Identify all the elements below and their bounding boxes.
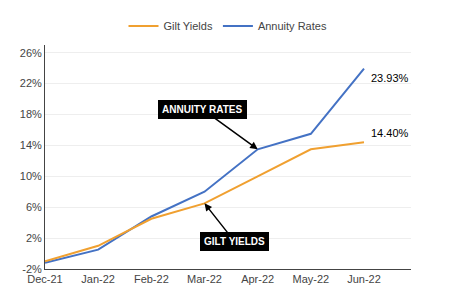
svg-text:-2%: -2% [22,263,42,275]
svg-text:6%: 6% [26,201,42,213]
svg-text:14%: 14% [20,139,42,151]
svg-text:26%: 26% [20,47,42,59]
svg-text:ANNUITY RATES: ANNUITY RATES [162,104,243,115]
svg-text:Jan-22: Jan-22 [81,273,115,285]
svg-text:10%: 10% [20,170,42,182]
svg-text:Apr-22: Apr-22 [241,273,274,285]
svg-text:Jun-22: Jun-22 [347,273,381,285]
svg-text:Feb-22: Feb-22 [134,273,169,285]
svg-text:18%: 18% [20,108,42,120]
svg-text:GILT YIELDS: GILT YIELDS [204,236,265,247]
svg-text:23.93%: 23.93% [371,72,409,84]
svg-text:Annuity Rates: Annuity Rates [258,20,327,32]
svg-text:Gilt Yields: Gilt Yields [164,20,213,32]
svg-text:Mar-22: Mar-22 [187,273,222,285]
svg-text:22%: 22% [20,77,42,89]
svg-text:14.40%: 14.40% [371,127,409,139]
svg-text:2%: 2% [26,232,42,244]
svg-text:May-22: May-22 [292,273,329,285]
svg-text:Dec-21: Dec-21 [27,273,62,285]
